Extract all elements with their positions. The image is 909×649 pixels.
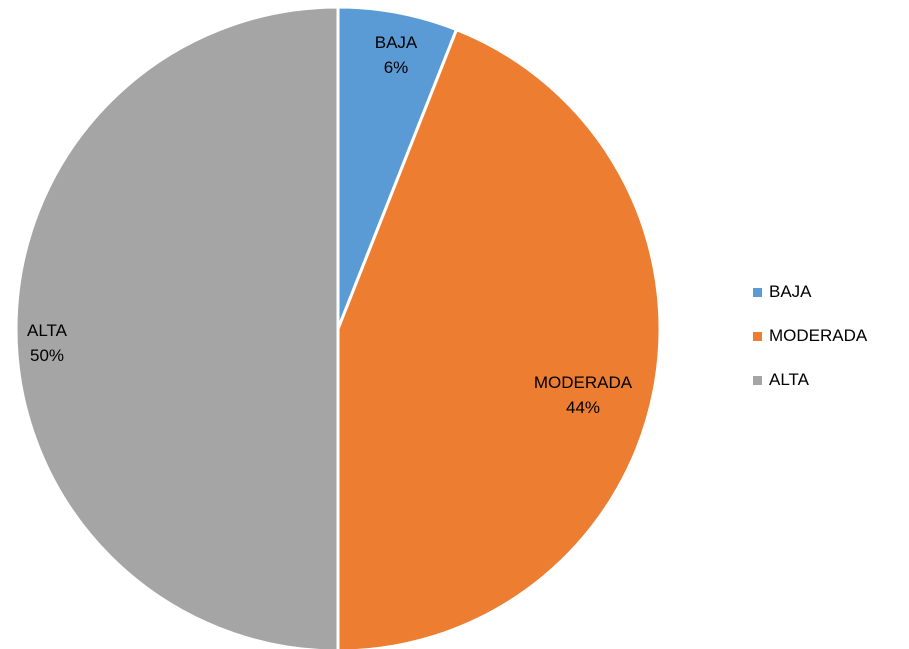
slice-label-value-moderada: 44% (566, 398, 600, 417)
slice-label-category-baja: BAJA (375, 33, 418, 52)
slice-label-value-baja: 6% (384, 58, 409, 77)
legend-item-moderada: MODERADA (753, 314, 867, 358)
legend-label: ALTA (769, 370, 809, 389)
legend-swatch (753, 287, 762, 297)
slice-label-value-alta: 50% (30, 346, 64, 365)
legend-label: MODERADA (769, 326, 868, 345)
legend-swatch (753, 375, 762, 385)
legend-item-alta: ALTA (753, 358, 867, 402)
legend-swatch (753, 331, 762, 341)
pie-data-labels: BAJA 6% MODERADA 44% ALTA 50% (27, 33, 633, 417)
chart-legend: BAJA MODERADA ALTA (753, 270, 867, 402)
pie-slices (14, 5, 662, 649)
pie-slice-baja (336, 5, 459, 330)
slice-label-category-alta: ALTA (27, 321, 68, 340)
legend-item-baja: BAJA (753, 270, 867, 314)
pie-slice-alta (14, 5, 340, 649)
legend-label: BAJA (769, 282, 812, 301)
pie-slice-moderada (336, 27, 662, 649)
slice-label-category-moderada: MODERADA (534, 373, 633, 392)
